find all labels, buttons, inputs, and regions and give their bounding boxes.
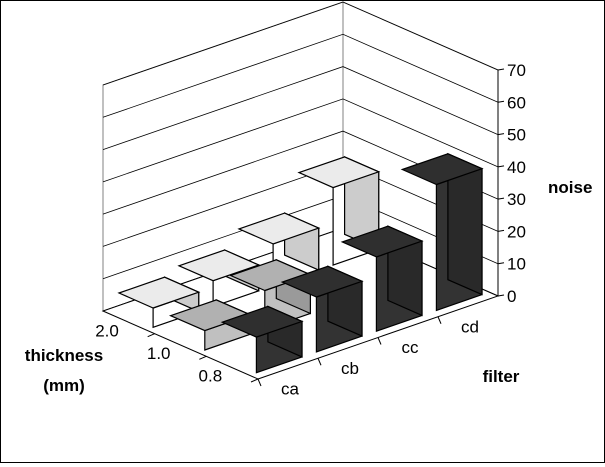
y-tick-mark xyxy=(497,133,505,136)
y-tick-mark xyxy=(497,68,505,71)
y-tick-label: 10 xyxy=(507,255,526,274)
gridline xyxy=(102,33,499,118)
bar-top xyxy=(340,225,424,258)
bar xyxy=(400,152,484,312)
gridline xyxy=(102,1,499,86)
y-tick-label: 0 xyxy=(507,287,516,306)
chart-bars xyxy=(117,152,484,374)
y-tick-mark xyxy=(497,294,505,297)
bar-top xyxy=(280,265,364,298)
gridline xyxy=(102,98,499,183)
x-tick-label: cb xyxy=(341,359,359,378)
y-tick-label: 50 xyxy=(507,126,526,145)
depth-tick-label: 2.0 xyxy=(95,321,119,340)
x-tick-label: cc xyxy=(402,338,420,357)
depth-tick-mark xyxy=(199,355,207,360)
depth-tick-mark xyxy=(250,378,259,383)
y-tick-label: 70 xyxy=(507,61,526,80)
x-axis-title: filter xyxy=(483,367,520,386)
y-axis-title: noise xyxy=(548,178,592,197)
y-tick-label: 30 xyxy=(507,190,526,209)
x-tick-label: ca xyxy=(281,380,300,399)
x-tick-mark xyxy=(377,337,382,345)
depth-axis-title-line1: thickness xyxy=(25,346,103,365)
gridline xyxy=(102,66,499,150)
bar-top xyxy=(177,249,261,282)
bar-top xyxy=(220,305,304,338)
y-tick-mark xyxy=(497,100,505,103)
bar-top xyxy=(297,156,381,189)
depth-tick-label: 0.8 xyxy=(199,367,223,386)
bar xyxy=(340,225,424,333)
y-tick-mark xyxy=(497,262,505,265)
bar xyxy=(280,265,364,353)
chart-tick-labels: 0 10 20 30 40 50 60 70 ca cb cc cd 0.8 1.0 2.0 xyxy=(95,61,526,399)
x-tick-mark xyxy=(437,316,442,324)
y-tick-mark xyxy=(497,197,505,200)
x-tick-mark xyxy=(257,378,262,387)
y-tick-mark xyxy=(497,165,505,168)
y-tick-mark xyxy=(497,229,505,232)
y-tick-label: 40 xyxy=(507,158,526,177)
bar-top xyxy=(400,153,484,186)
x-tick-label: cd xyxy=(461,317,479,336)
depth-tick-label: 1.0 xyxy=(147,344,171,363)
bar-top xyxy=(117,276,201,309)
depth-tick-mark xyxy=(147,333,155,338)
y-tick-label: 60 xyxy=(507,93,526,112)
depth-axis-title-line2: (mm) xyxy=(43,376,85,395)
y-tick-label: 20 xyxy=(507,222,526,241)
x-tick-mark xyxy=(317,358,322,366)
bar xyxy=(220,305,304,374)
bar-top xyxy=(237,212,321,245)
